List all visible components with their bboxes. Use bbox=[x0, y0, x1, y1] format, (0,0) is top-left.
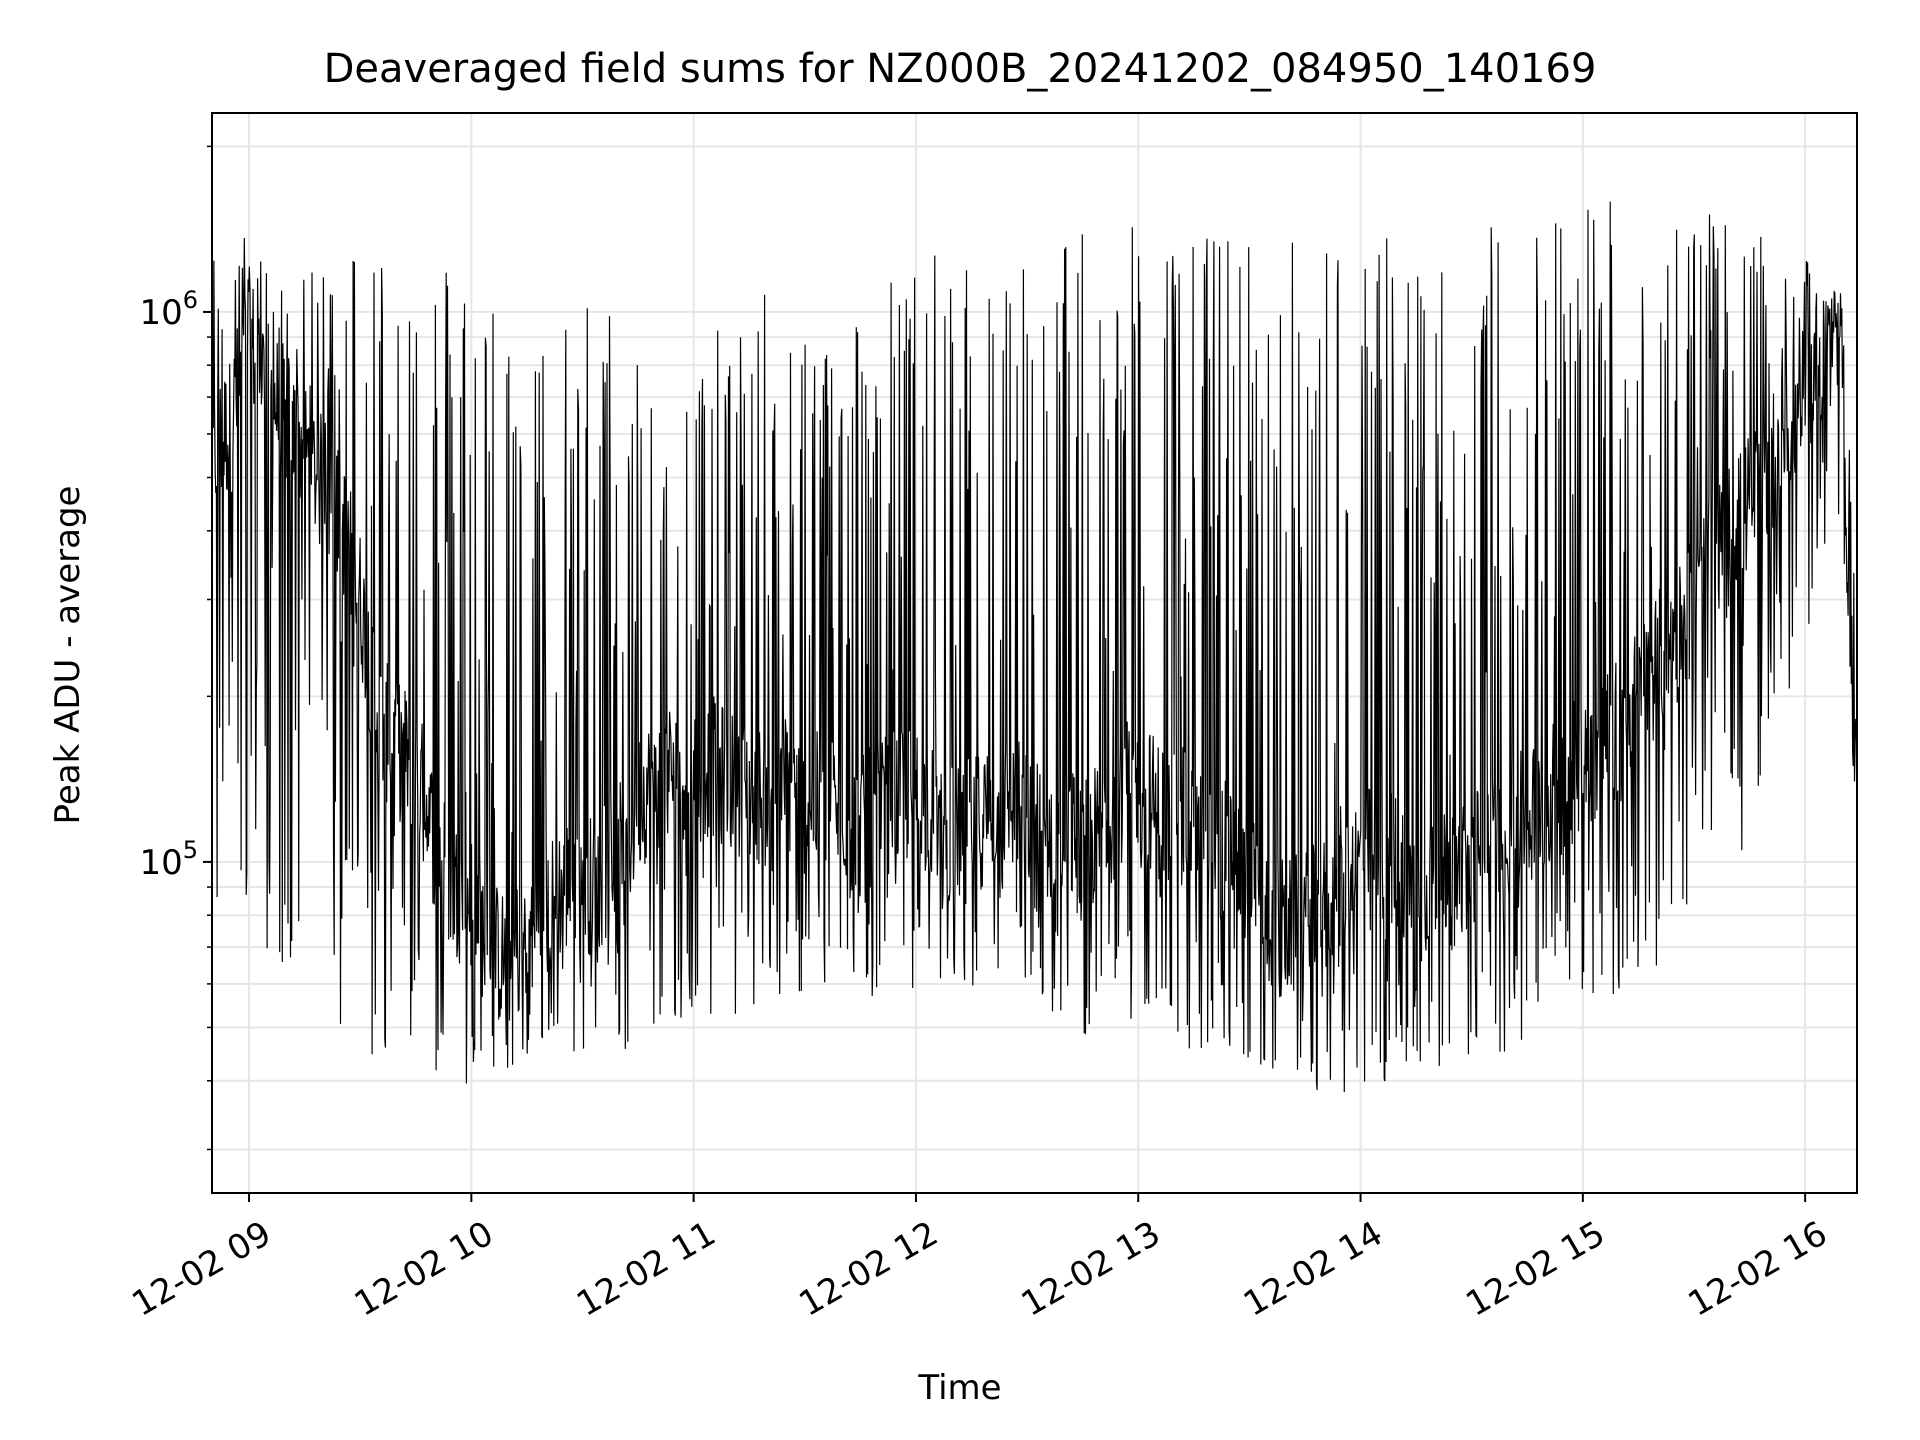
x-tick-label: 12-02 12 bbox=[792, 1214, 944, 1325]
x-tick-label: 12-02 10 bbox=[348, 1214, 500, 1325]
x-tick-label: 12-02 09 bbox=[126, 1214, 278, 1325]
x-axis: 12-02 09 12-02 10 12-02 11 12-02 12 12-02 13… bbox=[126, 1193, 1834, 1325]
y-axis-label: Peak ADU - average bbox=[48, 485, 88, 825]
x-tick-label: 12-02 11 bbox=[570, 1214, 722, 1325]
y-tick-label: 106 bbox=[139, 286, 198, 333]
data-series bbox=[211, 201, 1858, 1093]
x-tick-label: 12-02 14 bbox=[1237, 1214, 1389, 1325]
y-axis: 105 106 bbox=[139, 145, 212, 1151]
x-tick-label: 12-02 13 bbox=[1015, 1214, 1167, 1325]
x-tick-label: 12-02 15 bbox=[1459, 1214, 1611, 1325]
series-line bbox=[211, 201, 1858, 1093]
plot-frame bbox=[211, 112, 1858, 1194]
x-axis-label: Time bbox=[918, 1368, 1002, 1408]
y-tick-label: 105 bbox=[139, 836, 198, 883]
chart-title: Deaveraged field sums for NZ000B_2024120… bbox=[323, 46, 1597, 92]
x-tick-label: 12-02 16 bbox=[1682, 1214, 1834, 1325]
